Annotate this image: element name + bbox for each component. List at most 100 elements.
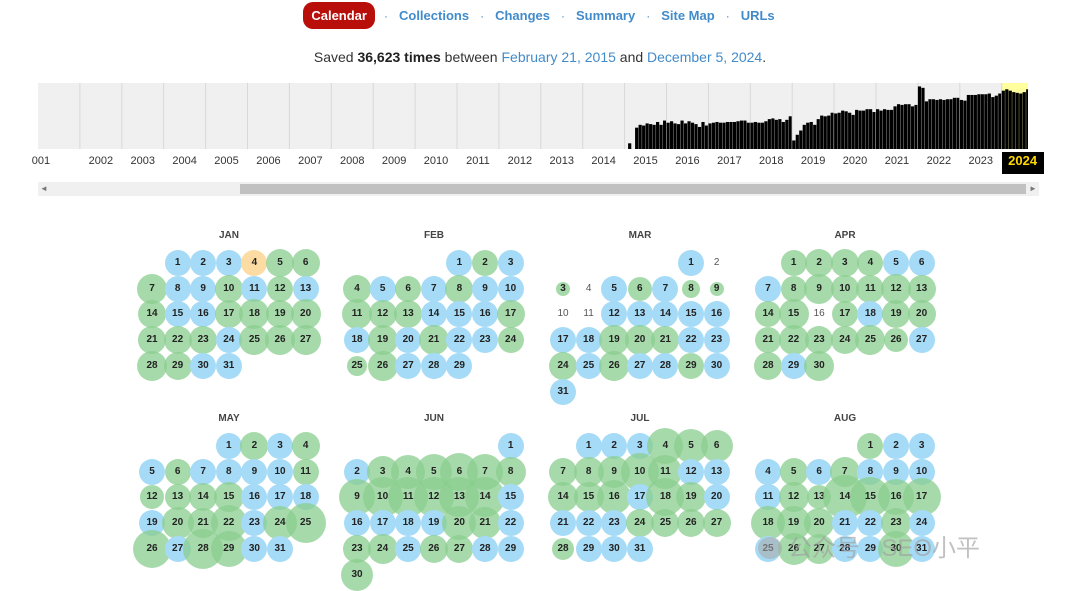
calendar-day[interactable]: 24 <box>223 334 235 346</box>
calendar-day[interactable]: 8 <box>688 282 694 294</box>
calendar-day[interactable]: 26 <box>274 334 286 346</box>
calendar-day[interactable]: 2 <box>482 257 488 268</box>
calendar-day[interactable]: 27 <box>172 542 184 554</box>
calendar-day[interactable]: 21 <box>762 334 774 346</box>
calendar-day[interactable]: 30 <box>608 542 620 554</box>
calendar-day[interactable]: 12 <box>890 282 902 294</box>
timeline-scrollbar[interactable]: ◄ ► <box>38 182 1039 196</box>
calendar-day[interactable]: 16 <box>479 308 491 320</box>
calendar-day[interactable]: 15 <box>788 308 800 320</box>
calendar-day[interactable]: 17 <box>223 308 235 320</box>
calendar-day[interactable]: 25 <box>248 334 260 346</box>
calendar-day[interactable]: 3 <box>560 282 566 294</box>
last-capture-link[interactable]: December 5, 2024 <box>647 49 763 65</box>
year-label-2021[interactable]: 2021 <box>884 155 910 167</box>
calendar-day[interactable]: 28 <box>197 542 209 554</box>
calendar-day[interactable]: 16 <box>197 308 209 320</box>
calendar-day[interactable]: 12 <box>377 308 389 320</box>
calendar-day[interactable]: 19 <box>890 308 902 320</box>
calendar-day[interactable]: 9 <box>354 491 360 503</box>
calendar-day[interactable]: 6 <box>405 282 411 294</box>
calendar-day[interactable]: 16 <box>711 308 723 320</box>
calendar-day[interactable]: 6 <box>174 465 181 477</box>
calendar-day[interactable]: 8 <box>585 465 592 477</box>
scroll-right-arrow[interactable]: ► <box>1029 184 1037 193</box>
calendar-day[interactable]: 23 <box>479 334 491 346</box>
calendar-day[interactable]: 22 <box>685 334 697 346</box>
calendar-day[interactable]: 31 <box>274 542 286 554</box>
calendar-day[interactable]: 1 <box>688 257 694 268</box>
calendar-day[interactable]: 4 <box>354 282 360 294</box>
calendar-day[interactable]: 29 <box>864 542 876 554</box>
calendar-day[interactable]: 5 <box>893 257 899 268</box>
calendar-day[interactable]: 17 <box>505 308 517 320</box>
nav-summary[interactable]: Summary <box>575 8 636 23</box>
calendar-day[interactable]: 27 <box>453 542 465 554</box>
calendar-day[interactable]: 13 <box>711 465 723 477</box>
calendar-day[interactable]: 18 <box>300 491 312 503</box>
calendar-day[interactable]: 7 <box>482 465 488 477</box>
calendar-day[interactable]: 22 <box>788 334 800 346</box>
year-label-2019[interactable]: 2019 <box>800 155 826 167</box>
calendar-day[interactable]: 25 <box>864 334 876 346</box>
calendar-day[interactable]: 17 <box>916 491 928 503</box>
calendar-day[interactable]: 7 <box>560 465 566 477</box>
calendar-day[interactable]: 26 <box>428 542 440 554</box>
calendar-day[interactable]: 31 <box>557 385 569 397</box>
calendar-day[interactable]: 27 <box>402 359 414 371</box>
calendar-day[interactable]: 6 <box>918 257 925 268</box>
calendar-day[interactable]: 3 <box>226 257 232 268</box>
calendar-day[interactable]: 29 <box>223 542 235 554</box>
calendar-day[interactable]: 10 <box>223 282 235 294</box>
calendar-day[interactable]: 6 <box>302 257 309 268</box>
calendar-day[interactable]: 21 <box>659 334 671 346</box>
calendar-day[interactable]: 24 <box>274 517 286 529</box>
year-label-2008[interactable]: 2008 <box>340 155 365 167</box>
calendar-day[interactable]: 28 <box>839 542 851 554</box>
calendar-day[interactable]: 19 <box>788 517 800 529</box>
calendar-day[interactable]: 26 <box>685 517 697 529</box>
year-label-2002[interactable]: 2002 <box>88 155 114 167</box>
calendar-day[interactable]: 2 <box>200 257 206 268</box>
calendar-day[interactable]: 19 <box>377 334 389 346</box>
calendar-day[interactable]: 19 <box>146 517 158 529</box>
calendar-day[interactable]: 18 <box>762 517 774 529</box>
calendar-day[interactable]: 18 <box>583 334 595 346</box>
calendar-day[interactable]: 29 <box>505 542 517 554</box>
calendar-day[interactable]: 23 <box>197 334 209 346</box>
calendar-day[interactable]: 19 <box>274 308 286 320</box>
calendar-day[interactable]: 28 <box>762 359 774 371</box>
calendar-day[interactable]: 31 <box>634 542 646 554</box>
capture-sparkline[interactable] <box>38 83 1044 149</box>
calendar-day[interactable]: 4 <box>662 440 669 451</box>
calendar-day[interactable]: 17 <box>274 491 286 503</box>
calendar-day[interactable]: 10 <box>274 465 286 477</box>
calendar-day[interactable]: 30 <box>197 359 209 371</box>
calendar-day[interactable]: 11 <box>351 308 363 320</box>
calendar-day[interactable]: 23 <box>248 517 260 529</box>
calendar-day[interactable]: 13 <box>402 308 414 320</box>
calendar-day[interactable]: 18 <box>659 491 671 503</box>
calendar-day[interactable]: 15 <box>172 308 184 320</box>
calendar-day[interactable]: 29 <box>685 359 697 371</box>
calendar-day[interactable]: 19 <box>428 517 440 529</box>
calendar-day[interactable]: 26 <box>608 359 620 371</box>
scroll-thumb[interactable] <box>240 184 1026 194</box>
calendar-day[interactable]: 22 <box>864 517 876 529</box>
calendar-day[interactable]: 29 <box>172 359 184 371</box>
calendar-day[interactable]: 1 <box>867 440 874 451</box>
calendar-day[interactable]: 28 <box>659 359 671 371</box>
calendar-day[interactable]: 14 <box>146 308 158 320</box>
calendar-day[interactable]: 27 <box>813 542 825 554</box>
calendar-day[interactable]: 21 <box>479 517 491 529</box>
calendar-day[interactable]: 5 <box>149 465 155 477</box>
calendar-day[interactable]: 14 <box>197 491 209 503</box>
calendar-day[interactable]: 1 <box>790 257 797 268</box>
year-label-2010[interactable]: 2010 <box>423 155 449 167</box>
calendar-day[interactable]: 19 <box>608 334 620 346</box>
calendar-day[interactable]: 26 <box>146 542 158 554</box>
calendar-day[interactable]: 9 <box>251 465 258 477</box>
calendar-day[interactable]: 11 <box>865 282 876 294</box>
calendar-day[interactable]: 29 <box>583 542 595 554</box>
calendar-day[interactable]: 20 <box>453 517 465 529</box>
